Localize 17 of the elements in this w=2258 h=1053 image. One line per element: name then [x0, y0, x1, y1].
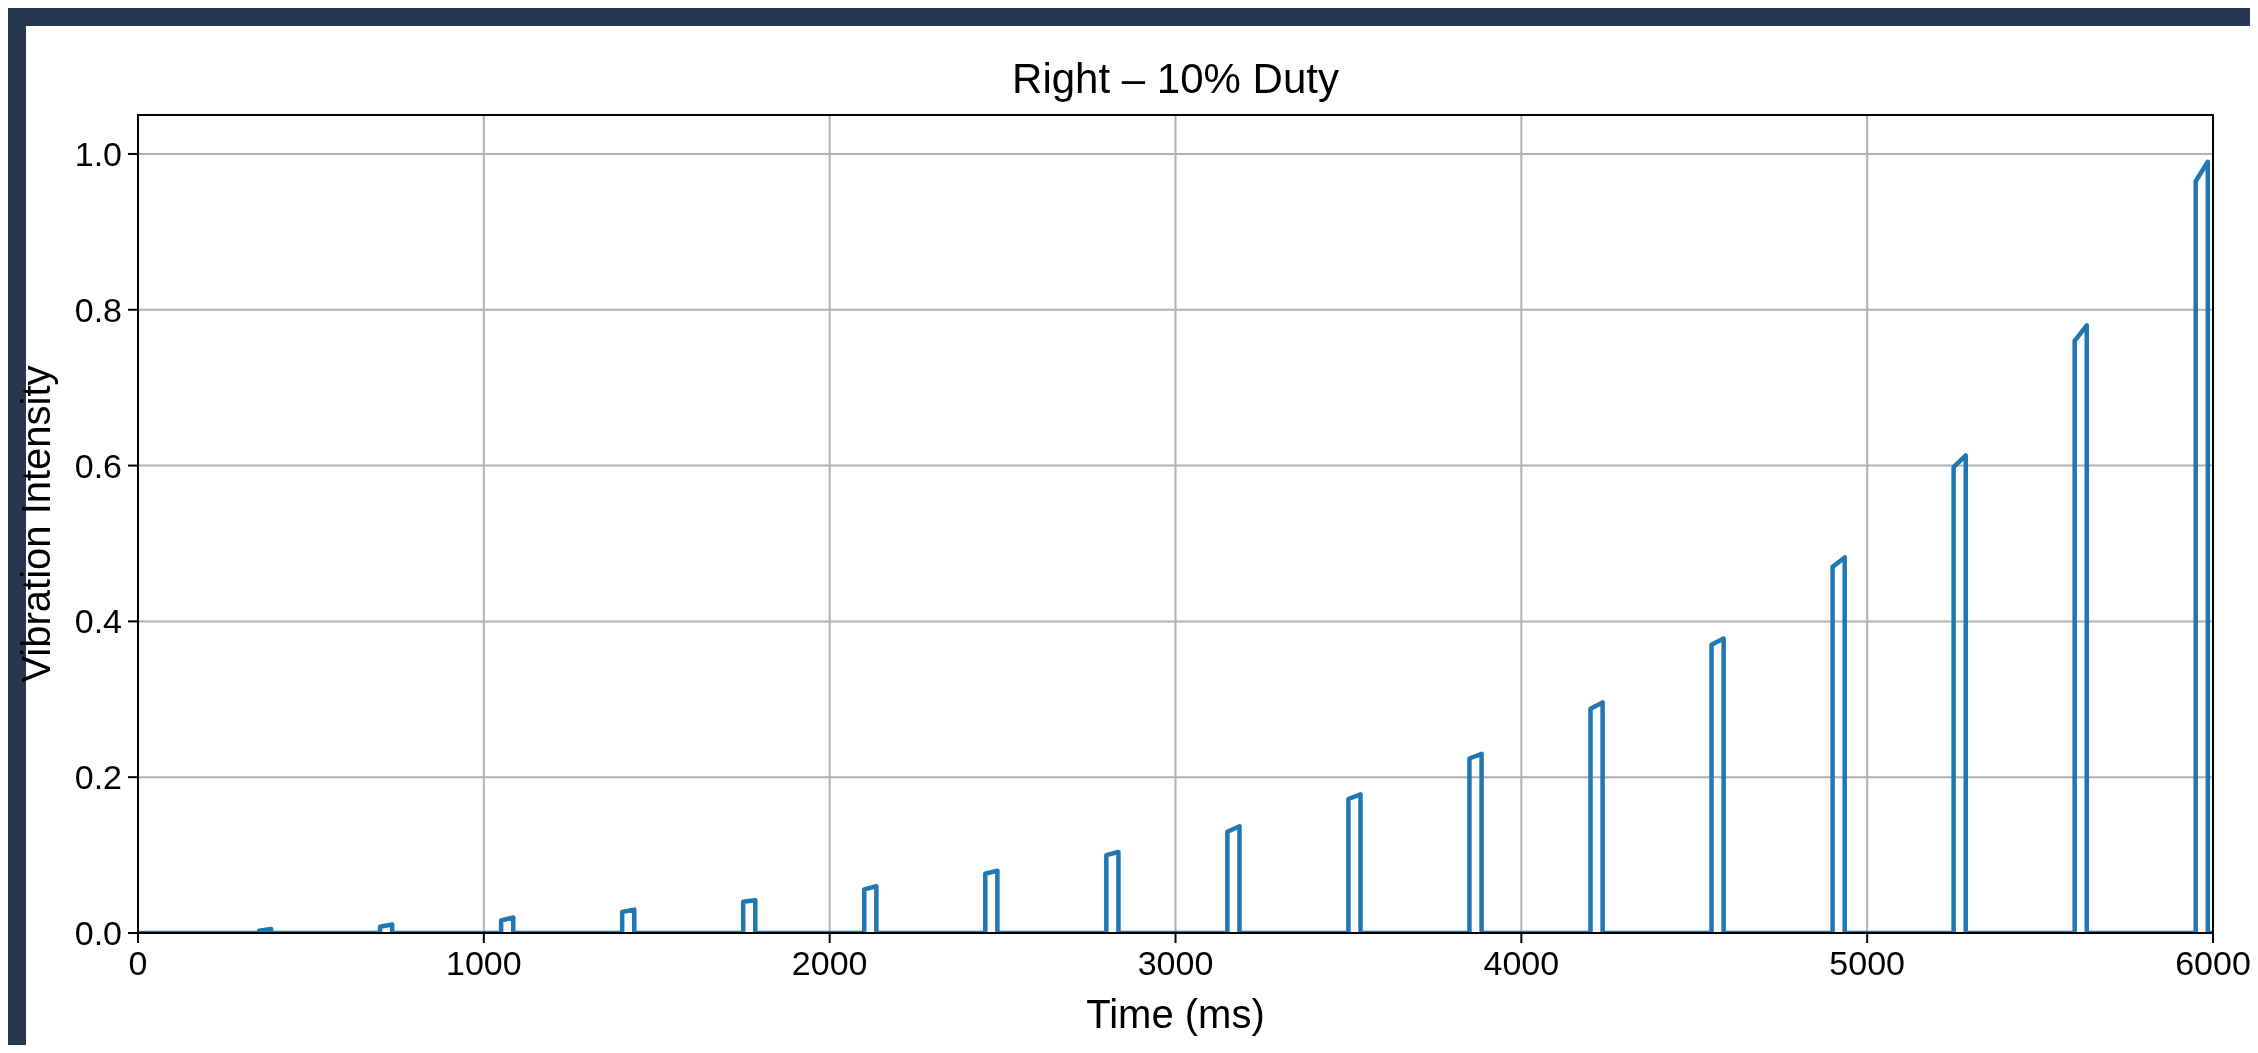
y-tick-label: 1.0: [74, 134, 122, 173]
x-tick-label: 5000: [1829, 944, 1905, 982]
y-tick-label: 0.2: [74, 758, 122, 797]
x-tick-label: 1000: [446, 944, 522, 982]
y-tick-label: 0.6: [74, 446, 122, 485]
y-axis-title: Vibration Intensity: [14, 365, 58, 683]
chart-title: Right – 10% Duty: [1012, 55, 1339, 102]
x-tick-label: 0: [128, 944, 148, 982]
x-tick-label: 6000: [2175, 944, 2251, 982]
y-tick-label: 0.8: [74, 290, 122, 329]
line-series: [138, 159, 2213, 933]
y-tick-label: 0.4: [74, 602, 122, 641]
y-tick-label: 0.0: [74, 914, 122, 952]
x-tick-label: 4000: [1483, 944, 1560, 982]
x-tick-label: 2000: [791, 944, 868, 982]
x-axis-title: Time (ms): [1086, 992, 1265, 1036]
x-tick-label: 3000: [1137, 944, 1214, 982]
